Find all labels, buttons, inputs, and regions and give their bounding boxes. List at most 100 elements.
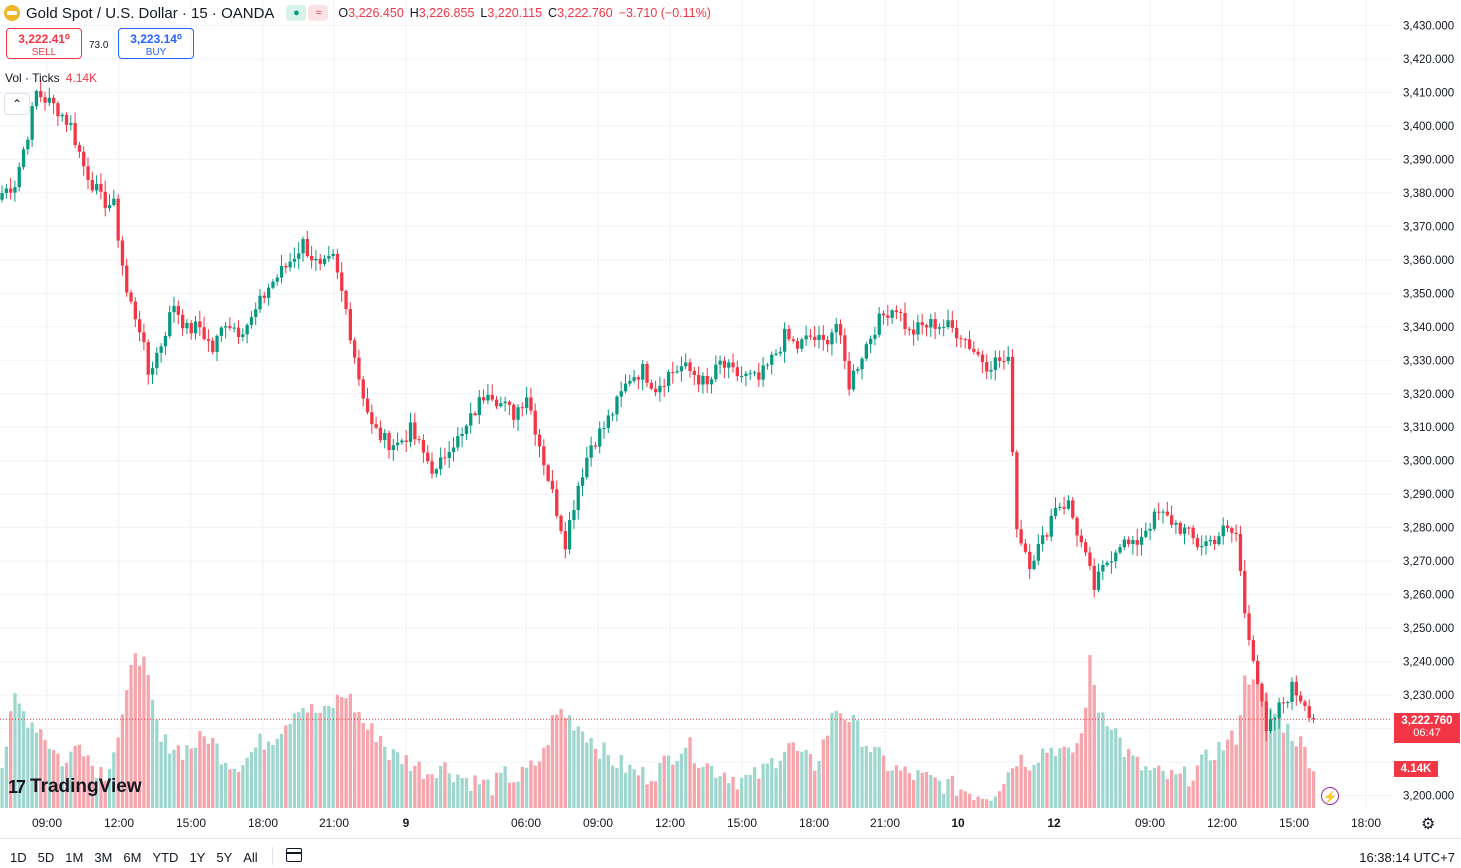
volume-bar [1028, 770, 1032, 808]
range-5d[interactable]: 5D [37, 850, 55, 865]
candle-body [348, 309, 352, 341]
volume-bar [890, 770, 894, 808]
candle-body [301, 239, 305, 254]
volume-bar [817, 761, 821, 808]
volume-bar [1071, 752, 1075, 808]
candle-body [1144, 530, 1148, 537]
y-axis-label: 3,200.000 [1403, 791, 1454, 803]
candle-body [1264, 701, 1268, 731]
volume-bar [1152, 767, 1157, 808]
market-open-icon[interactable]: ● [286, 5, 307, 21]
volume-bar [400, 764, 404, 808]
candle-body [215, 335, 219, 352]
range-1m[interactable]: 1M [65, 850, 84, 865]
candle-body [82, 151, 86, 167]
candle-body [684, 362, 688, 367]
volume-bar [301, 707, 305, 808]
buy-button[interactable]: 3,223.14⁰ BUY [118, 28, 194, 59]
volume-bar [314, 712, 318, 808]
volume-bar [224, 763, 228, 808]
candle-body [864, 344, 868, 359]
candle-body [1170, 515, 1174, 525]
volume-bar [692, 763, 696, 808]
volume-bar [1062, 746, 1066, 808]
collapse-legend-button[interactable]: ⌃ [4, 93, 30, 115]
candle-body [1256, 660, 1260, 684]
sell-button[interactable]: 3,222.41⁰ SELL [6, 28, 82, 59]
candle-body [1135, 539, 1139, 545]
volume-legend[interactable]: Vol · Ticks 4.14K [5, 71, 97, 85]
candle-body [172, 305, 176, 313]
candle-body [688, 362, 692, 371]
candle-body [525, 397, 529, 408]
volume-bar [537, 761, 542, 808]
candle-body [937, 327, 942, 329]
tradingview-mark-icon: 17 [8, 776, 26, 797]
volume-bar [795, 751, 800, 808]
symbol-title[interactable]: Gold Spot / U.S. Dollar · 15 · OANDA [26, 4, 275, 22]
candle-body [26, 139, 30, 150]
range-1y[interactable]: 1Y [189, 850, 206, 865]
candle-body [1213, 539, 1217, 545]
candle-body [537, 434, 542, 447]
volume-bar [1079, 733, 1083, 808]
candle-body [877, 313, 881, 335]
candle-body [1174, 522, 1178, 525]
volume-bar [1182, 766, 1187, 808]
volume-bar [701, 767, 705, 808]
volume-bar [112, 752, 116, 808]
tradingview-logo[interactable]: 17 TradingView [8, 776, 142, 798]
range-3m[interactable]: 3M [94, 850, 113, 865]
candle-body [374, 424, 378, 428]
candle-body [34, 90, 39, 107]
candle-body [628, 380, 632, 384]
volume-bar [9, 711, 13, 808]
volume-bar [1023, 766, 1028, 808]
x-axis-label: 21:00 [870, 816, 900, 830]
candle-body [39, 90, 43, 98]
candle-body [310, 255, 314, 261]
candle-body [1243, 571, 1247, 614]
candle-body [99, 183, 103, 192]
range-all[interactable]: All [243, 850, 258, 865]
volume-bar [1058, 748, 1062, 808]
clock[interactable]: 16:38:14 UTC+7 [1359, 850, 1455, 865]
volume-bar [0, 768, 4, 808]
candle-body [1191, 527, 1195, 539]
candle-body [1268, 719, 1273, 731]
candle-body [559, 515, 563, 532]
volume-bar [851, 714, 856, 808]
chart-header: Gold Spot / U.S. Dollar · 15 · OANDA ● ≈… [4, 3, 711, 23]
volume-bar [1217, 741, 1221, 808]
candle-body [21, 149, 26, 168]
volume-bar [1208, 760, 1212, 808]
volume-bar [56, 753, 60, 808]
data-feed-icon[interactable]: ≈ [308, 5, 329, 21]
y-axis-label: 3,260.000 [1403, 590, 1454, 602]
settings-gear-icon[interactable]: ⚙ [1421, 816, 1436, 833]
volume-bar [1019, 754, 1023, 808]
candle-body [1277, 702, 1281, 719]
candle-body [834, 324, 838, 333]
volume-bar [138, 665, 142, 808]
range-5y[interactable]: 5Y [216, 850, 233, 865]
calendar-icon[interactable] [286, 848, 302, 862]
candle-body [520, 407, 524, 409]
x-axis-label: 06:00 [511, 816, 541, 830]
volume-bar [697, 767, 701, 808]
range-ytd[interactable]: YTD [152, 850, 179, 865]
volume-bar [550, 715, 555, 808]
candle-body [378, 427, 383, 441]
market-status[interactable]: ● ≈ [286, 5, 329, 21]
volume-bar [292, 713, 297, 808]
range-6m[interactable]: 6M [123, 850, 142, 865]
candle-body [138, 319, 142, 333]
candle-body [1303, 701, 1307, 707]
volume-bar [632, 769, 636, 808]
y-axis-label: 3,340.000 [1403, 322, 1454, 334]
lightning-icon[interactable]: ⚡ [1321, 787, 1339, 805]
volume-bar [623, 772, 628, 808]
range-1d[interactable]: 1D [10, 850, 27, 865]
x-axis-label: 18:00 [1351, 816, 1381, 830]
